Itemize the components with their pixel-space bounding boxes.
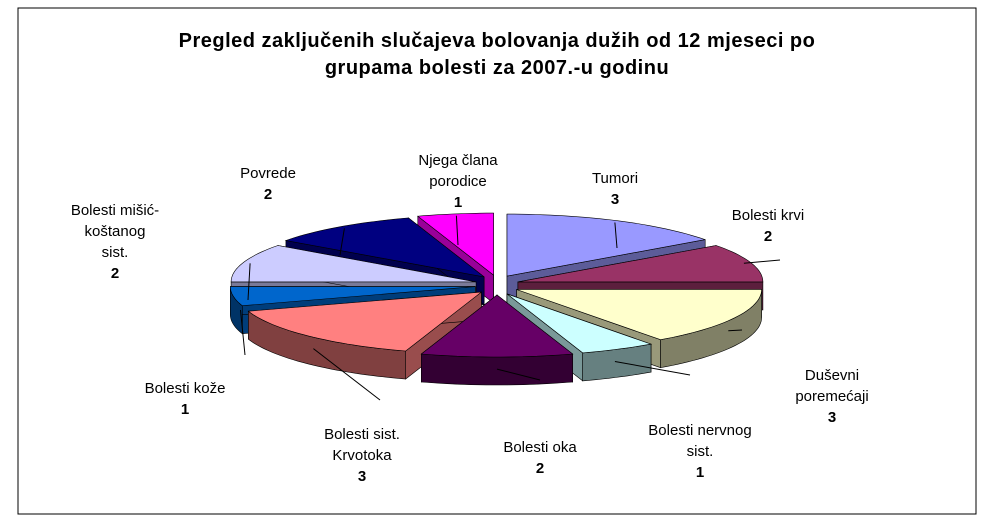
data-label: Bolesti kože 1: [120, 378, 250, 420]
value-label: 3: [827, 409, 837, 426]
pie-slice: [506, 213, 706, 277]
data-label: Bolesti sist. Krvotoka 3: [297, 424, 427, 487]
value-label: 2: [263, 186, 273, 203]
value-label: 2: [110, 265, 120, 282]
leader-line: [614, 361, 691, 376]
value-label: 1: [453, 194, 463, 211]
leader-line: [339, 228, 345, 256]
pie-slice: [417, 212, 494, 276]
pie-slice: [284, 217, 485, 278]
leader-line: [240, 309, 246, 356]
data-label: Bolesti mišić-koštanog sist. 2: [70, 200, 160, 284]
data-label: Njega člana porodice 1: [393, 150, 523, 213]
leader-line: [728, 329, 743, 332]
pie-slice: [247, 291, 483, 352]
category-label: Povrede: [240, 165, 296, 182]
leader-line: [313, 348, 381, 401]
value-label: 1: [180, 401, 190, 418]
pie-slice: [420, 294, 574, 358]
value-label: 3: [357, 468, 367, 485]
category-label: Bolesti kože: [144, 380, 226, 397]
category-label: Bolesti mišić-koštanog sist.: [70, 202, 160, 261]
leader-line: [455, 215, 459, 246]
pie-slice: [229, 286, 476, 307]
chart-border: [17, 7, 977, 515]
category-label: Bolesti sist. Krvotoka: [324, 426, 400, 464]
data-label: Bolesti oka 2: [485, 437, 595, 479]
value-label: 2: [535, 460, 545, 477]
chart-title: Pregled zaključenih slučajeva bolovanja …: [178, 30, 816, 79]
data-label: Duševni poremećaji 3: [777, 365, 887, 428]
category-label: Tumori: [591, 170, 639, 187]
leader-line: [614, 222, 618, 249]
value-label: 2: [763, 228, 773, 245]
data-label: Povrede 2: [223, 163, 313, 205]
data-label: Bolesti krvi 2: [713, 205, 823, 247]
leader-line: [496, 368, 541, 381]
category-label: Bolesti oka: [503, 439, 577, 456]
pie-slice: [506, 293, 653, 354]
value-label: 3: [610, 191, 620, 208]
pie-slice: [230, 245, 477, 283]
leader-line: [743, 259, 781, 264]
value-label: 1: [695, 464, 705, 481]
category-label: Njega člana porodice: [418, 152, 498, 190]
pie-slice: [516, 289, 762, 341]
category-label: Bolesti nervnog sist.: [648, 422, 752, 460]
data-label: Bolesti nervnog sist. 1: [645, 420, 755, 483]
data-label: Tumori 3: [565, 168, 665, 210]
category-label: Bolesti krvi: [731, 207, 805, 224]
leader-line: [247, 263, 251, 301]
category-label: Duševni poremećaji: [795, 367, 869, 405]
